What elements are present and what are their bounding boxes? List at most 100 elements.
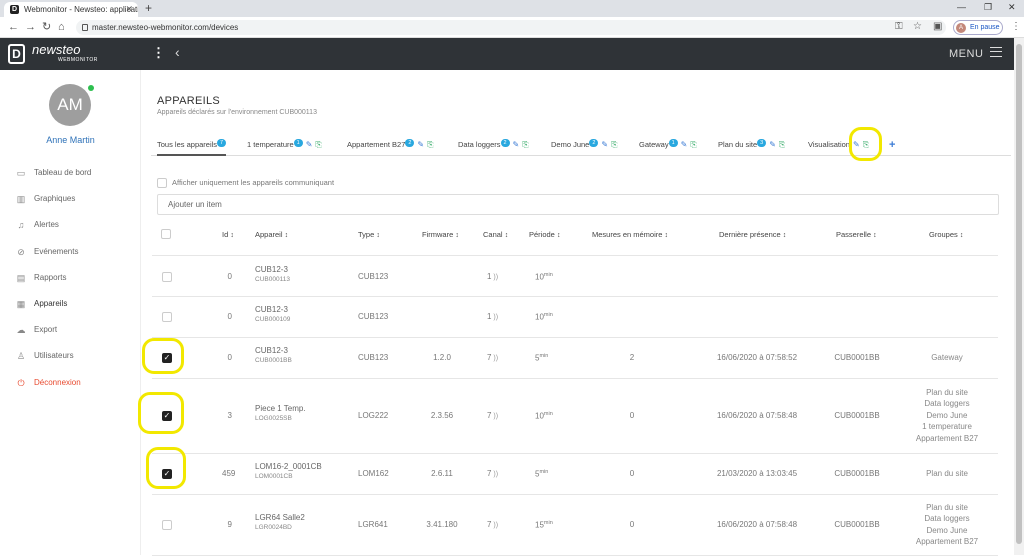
table-row[interactable]: 9 LGR64 Salle2 LGR0024BD LGR641 3.41.180 7 ))… [152, 494, 998, 555]
col-firmware[interactable]: Firmware ↕ [422, 230, 459, 239]
sort-icon[interactable]: ↕ [284, 232, 289, 239]
cell-device[interactable]: LGR64 Salle2 LGR0024BD [255, 513, 305, 531]
row-checkbox[interactable]: ✓ [162, 410, 172, 421]
close-window-icon[interactable]: ✕ [1008, 2, 1016, 12]
sidebar-item-5[interactable]: ▦ Appareils [0, 296, 141, 322]
sort-icon[interactable]: ↕ [376, 232, 380, 239]
row-checkbox[interactable]: ✓ [162, 352, 172, 363]
forward-arrow-icon[interactable]: → [25, 21, 36, 33]
sort-icon[interactable]: ↕ [782, 232, 787, 239]
edit-pencil-icon[interactable]: ✎ [512, 140, 520, 149]
export-icon[interactable]: ⎘ [778, 140, 786, 149]
export-icon[interactable]: ⎘ [690, 140, 697, 149]
cell-device[interactable]: Piece 1 Temp. LOG0025SB [255, 404, 306, 422]
select-all-checkbox[interactable] [161, 229, 171, 239]
cell-device[interactable]: CUB12-3 CUB000109 [255, 305, 290, 323]
col-gateway[interactable]: Passerelle ↕ [836, 230, 877, 239]
row-checkbox[interactable]: ✓ [162, 468, 172, 479]
tab-7[interactable]: Visualisation ✎ ⎘ [808, 136, 869, 156]
scrollbar-thumb[interactable] [1016, 44, 1022, 544]
collapse-sidebar-icon[interactable]: ‹ [175, 44, 180, 60]
cell-device[interactable]: CUB12-3 CUB0001BB [255, 346, 292, 364]
sort-icon[interactable]: ↕ [873, 232, 877, 239]
menu-label[interactable]: MENU [949, 48, 984, 60]
add-item-input[interactable]: Ajouter un item [157, 194, 999, 215]
table-row[interactable]: ✓ 459 LOM16-2_0001CB LOM0001CB LOM162 2.6.11 7… [152, 453, 998, 494]
star-icon[interactable]: ☆ [913, 21, 922, 32]
only-communicating-filter[interactable]: Afficher uniquement les appareils commun… [157, 178, 335, 189]
sort-icon[interactable]: ↕ [230, 232, 234, 239]
reload-icon[interactable]: ↻ [42, 21, 52, 33]
cell-device[interactable]: CUB12-3 CUB000113 [255, 265, 290, 283]
sidebar-item-4[interactable]: ▤ Rapports [0, 270, 141, 296]
url-field[interactable]: master.newsteo-webmonitor.com/devices [76, 20, 946, 35]
sidebar-item-2[interactable]: ♫ Alertes [0, 217, 141, 243]
sidebar-item-6[interactable]: ☁ Export [0, 322, 141, 348]
col-channel[interactable]: Canal ↕ [483, 230, 508, 239]
export-icon[interactable]: ⎘ [611, 140, 618, 149]
close-tab-icon[interactable]: ✕ [125, 4, 133, 14]
tab-6[interactable]: Plan du site 3 ✎ ⎘ [718, 136, 785, 156]
logo-icon[interactable]: D [8, 44, 25, 64]
row-checkbox[interactable] [162, 311, 172, 322]
back-arrow-icon[interactable]: ← [8, 21, 19, 33]
only-communicating-label: Afficher uniquement les appareils commun… [172, 178, 335, 187]
sort-icon[interactable]: ↕ [664, 232, 669, 239]
row-checkbox[interactable] [162, 271, 172, 282]
key-icon[interactable]: ⚿ [895, 21, 903, 32]
hamburger-icon[interactable] [990, 47, 1002, 57]
more-options-icon[interactable]: ⋮ [152, 45, 165, 60]
table-row[interactable]: 0 CUB12-3 CUB000113 CUB123 1 )) 10min [152, 257, 998, 296]
sidebar-item-1[interactable]: ▥ Graphiques [0, 191, 141, 217]
col-device[interactable]: Appareil ↕ [255, 230, 288, 239]
tab-4[interactable]: Demo June 2 ✎ ⎘ [551, 136, 617, 156]
cell-device[interactable]: LOM16-2_0001CB LOM0001CB [255, 462, 322, 480]
sidebar-item-8[interactable]: ⏻ Déconnexion [0, 375, 141, 401]
sort-icon[interactable]: ↕ [455, 232, 459, 239]
add-tab-icon[interactable]: + [889, 139, 896, 151]
col-id[interactable]: Id ↕ [222, 230, 234, 239]
restore-icon[interactable]: ❐ [984, 2, 993, 12]
col-last-seen[interactable]: Dernière présence ↕ [719, 230, 786, 239]
tab-3[interactable]: Data loggers 2 ✎ ⎘ [458, 136, 529, 156]
tab-0[interactable]: Tous les appareils 7 [157, 136, 227, 156]
col-type[interactable]: Type ↕ [358, 230, 380, 239]
edit-pencil-icon[interactable]: ✎ [417, 140, 425, 149]
row-checkbox[interactable] [162, 519, 172, 530]
export-icon[interactable]: ⎘ [315, 140, 322, 149]
user-name[interactable]: Anne Martin [46, 135, 95, 145]
table-row[interactable]: 0 CUB12-3 CUB000109 CUB123 1 )) 10min [152, 296, 998, 337]
col-groups[interactable]: Groupes ↕ [929, 230, 963, 239]
sidebar-item-3[interactable]: ⊘ Evénements [0, 244, 141, 270]
edit-pencil-icon[interactable]: ✎ [852, 140, 860, 149]
export-icon[interactable]: ⎘ [427, 140, 434, 149]
export-icon[interactable]: ⎘ [862, 140, 870, 149]
sort-icon[interactable]: ↕ [959, 232, 964, 239]
tab-2[interactable]: Appartement B27 2 ✎ ⎘ [347, 136, 433, 156]
only-communicating-checkbox[interactable] [157, 178, 167, 189]
edit-pencil-icon[interactable]: ✎ [305, 140, 313, 149]
profile-button[interactable]: A En pause [953, 20, 1003, 35]
tab-1[interactable]: 1 temperature 1 ✎ ⎘ [247, 136, 322, 156]
col-period[interactable]: Période ↕ [529, 230, 560, 239]
table-row[interactable]: ✓ 3 Piece 1 Temp. LOG0025SB LOG222 2.3.56 7 ))… [152, 378, 998, 453]
page-scrollbar[interactable] [1014, 38, 1024, 555]
edit-pencil-icon[interactable]: ✎ [680, 140, 688, 149]
extension-icon[interactable]: ▣ [933, 21, 943, 32]
table-row[interactable]: ✓ 0 CUB12-3 CUB0001BB CUB123 1.2.0 7 )) 5min 2 16… [152, 337, 998, 378]
sidebar-item-7[interactable]: ♙ Utilisateurs [0, 348, 141, 374]
new-tab-icon[interactable]: + [145, 1, 153, 15]
export-icon[interactable]: ⎘ [522, 140, 529, 149]
browser-menu-icon[interactable]: ⋮ [1011, 21, 1021, 32]
browser-tab[interactable]: D Webmonitor - Newsteo: applicati ✕ [4, 2, 138, 17]
tab-5[interactable]: Gateway 1 ✎ ⎘ [639, 136, 697, 156]
edit-pencil-icon[interactable]: ✎ [769, 140, 776, 149]
sort-icon[interactable]: ↕ [504, 232, 509, 239]
home-icon[interactable]: ⌂ [58, 21, 65, 33]
sort-icon[interactable]: ↕ [556, 232, 561, 239]
edit-pencil-icon[interactable]: ✎ [601, 140, 609, 149]
col-stored[interactable]: Mesures en mémoire ↕ [592, 230, 668, 239]
sidebar-item-0[interactable]: ▭ Tableau de bord [0, 165, 141, 191]
avatar[interactable]: AM [49, 84, 91, 126]
minimize-icon[interactable]: — [957, 2, 966, 12]
